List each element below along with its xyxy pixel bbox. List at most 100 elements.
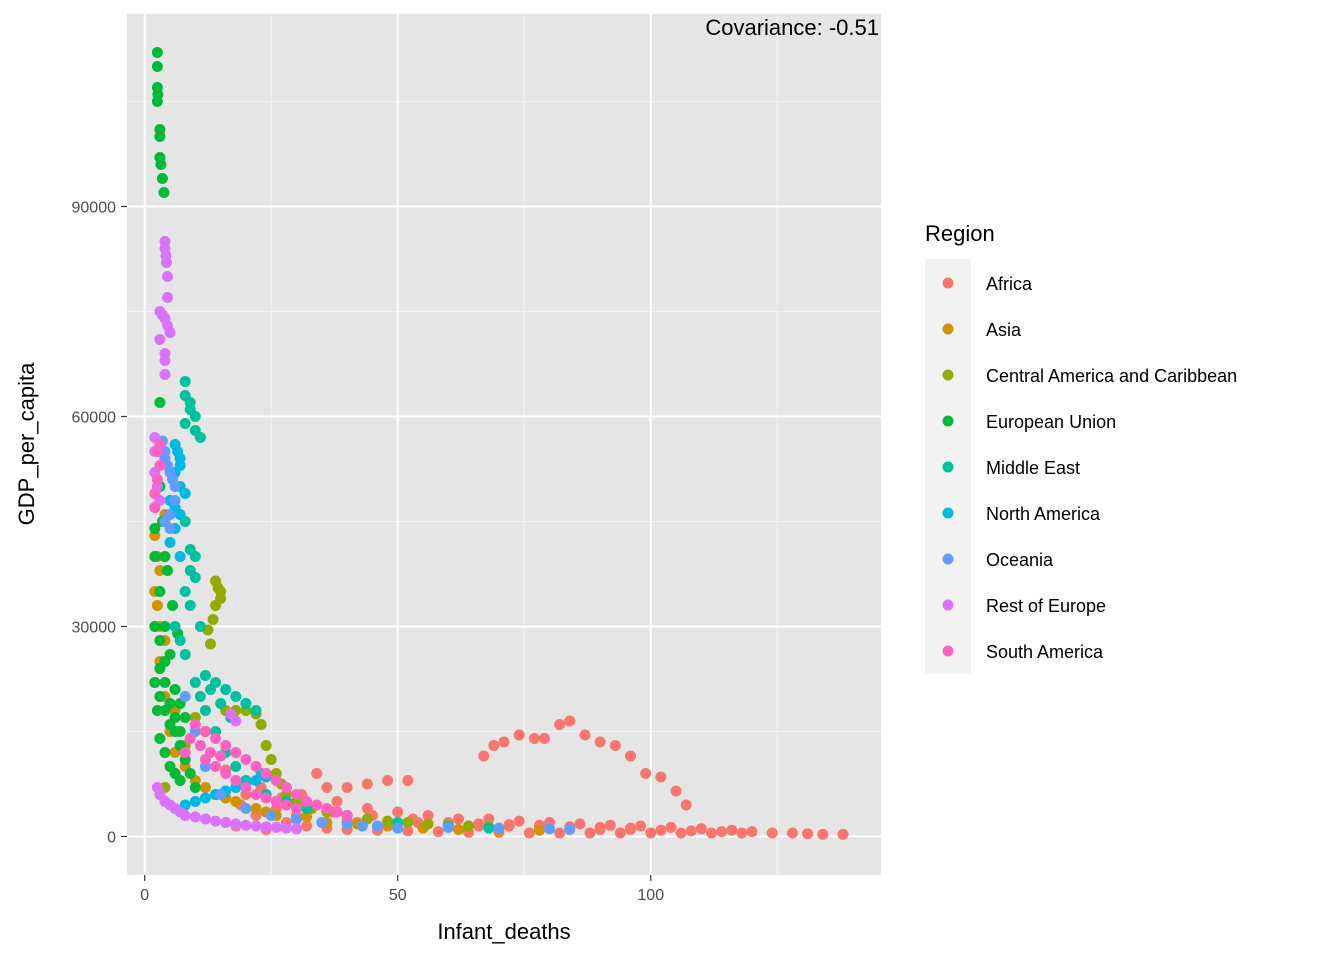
data-point <box>151 474 163 485</box>
legend-label: European Union <box>986 412 1116 432</box>
data-point <box>685 825 697 837</box>
data-point <box>736 827 748 839</box>
data-point <box>402 825 414 837</box>
data-point <box>230 747 242 758</box>
data-point <box>151 705 163 716</box>
data-point <box>452 824 464 835</box>
data-point <box>513 729 525 741</box>
legend-label: Asia <box>986 320 1022 340</box>
data-point <box>159 369 171 380</box>
data-point <box>189 411 201 422</box>
data-point <box>331 806 343 818</box>
data-point <box>538 733 550 744</box>
data-point <box>321 782 333 793</box>
x-tick-label: 50 <box>389 887 407 904</box>
data-point <box>199 792 211 804</box>
data-point <box>665 821 677 833</box>
data-point <box>210 733 222 744</box>
data-point <box>174 551 186 562</box>
data-point <box>311 768 323 779</box>
data-point <box>174 509 186 520</box>
series-rest-of-europe <box>149 236 303 835</box>
data-point <box>174 775 186 786</box>
data-point <box>215 789 227 800</box>
data-point <box>154 460 166 471</box>
series-european-union <box>149 47 201 793</box>
data-point <box>640 768 652 779</box>
data-point <box>230 761 242 772</box>
data-point <box>189 811 201 823</box>
data-point <box>169 712 181 723</box>
data-point <box>189 719 201 730</box>
data-point <box>179 747 191 758</box>
data-point <box>189 551 201 562</box>
data-point <box>230 796 242 807</box>
data-point <box>452 813 464 825</box>
data-point <box>169 495 181 506</box>
data-point <box>189 677 201 688</box>
data-point <box>523 827 535 839</box>
data-point <box>705 827 717 839</box>
data-point <box>161 271 173 282</box>
data-point <box>533 824 545 836</box>
data-point <box>498 736 510 748</box>
data-point <box>167 600 179 611</box>
data-point <box>194 691 206 702</box>
data-point <box>179 712 191 723</box>
data-point <box>392 806 404 818</box>
data-point <box>270 821 282 833</box>
data-point <box>204 684 216 695</box>
legend-key <box>942 277 954 289</box>
data-point <box>544 823 556 835</box>
data-point <box>158 187 170 198</box>
data-point <box>802 828 814 840</box>
data-point <box>159 621 171 632</box>
data-point <box>316 817 328 828</box>
grid-minor <box>127 14 881 875</box>
data-point <box>604 819 616 831</box>
data-point <box>184 733 196 744</box>
data-point <box>199 726 211 737</box>
data-point <box>250 775 262 786</box>
data-point <box>230 715 242 727</box>
data-point <box>159 656 171 667</box>
data-point <box>194 621 206 632</box>
legend-key <box>942 369 954 381</box>
data-point <box>594 736 606 748</box>
data-point <box>341 782 353 793</box>
data-point <box>154 691 166 702</box>
data-points <box>149 47 849 840</box>
series-middle-east <box>169 376 495 834</box>
data-point <box>240 754 252 765</box>
legend-key <box>942 599 954 611</box>
legend-label: Central America and Caribbean <box>986 366 1237 386</box>
data-point <box>432 826 444 838</box>
data-point <box>291 803 303 814</box>
data-point <box>503 819 515 831</box>
data-point <box>280 799 292 811</box>
data-point <box>179 810 191 821</box>
data-point <box>204 638 216 650</box>
x-tick-label: 100 <box>637 887 664 904</box>
data-point <box>230 775 242 786</box>
data-point <box>422 810 434 821</box>
legend-key <box>942 553 954 565</box>
data-point <box>260 821 272 833</box>
y-tick-label: 90000 <box>72 200 117 217</box>
data-point <box>164 698 176 709</box>
data-point <box>155 159 167 170</box>
data-point <box>151 61 163 72</box>
data-point <box>584 827 596 839</box>
x-axis: 0 50 100 <box>140 875 664 904</box>
legend-title: Region <box>925 221 995 246</box>
data-point <box>149 502 161 513</box>
data-point <box>402 817 414 828</box>
legend-key <box>942 323 954 335</box>
data-point <box>554 827 566 839</box>
data-point <box>321 803 333 814</box>
data-point <box>402 775 414 786</box>
data-point <box>311 799 323 811</box>
data-point <box>260 768 272 779</box>
data-point <box>154 733 166 744</box>
